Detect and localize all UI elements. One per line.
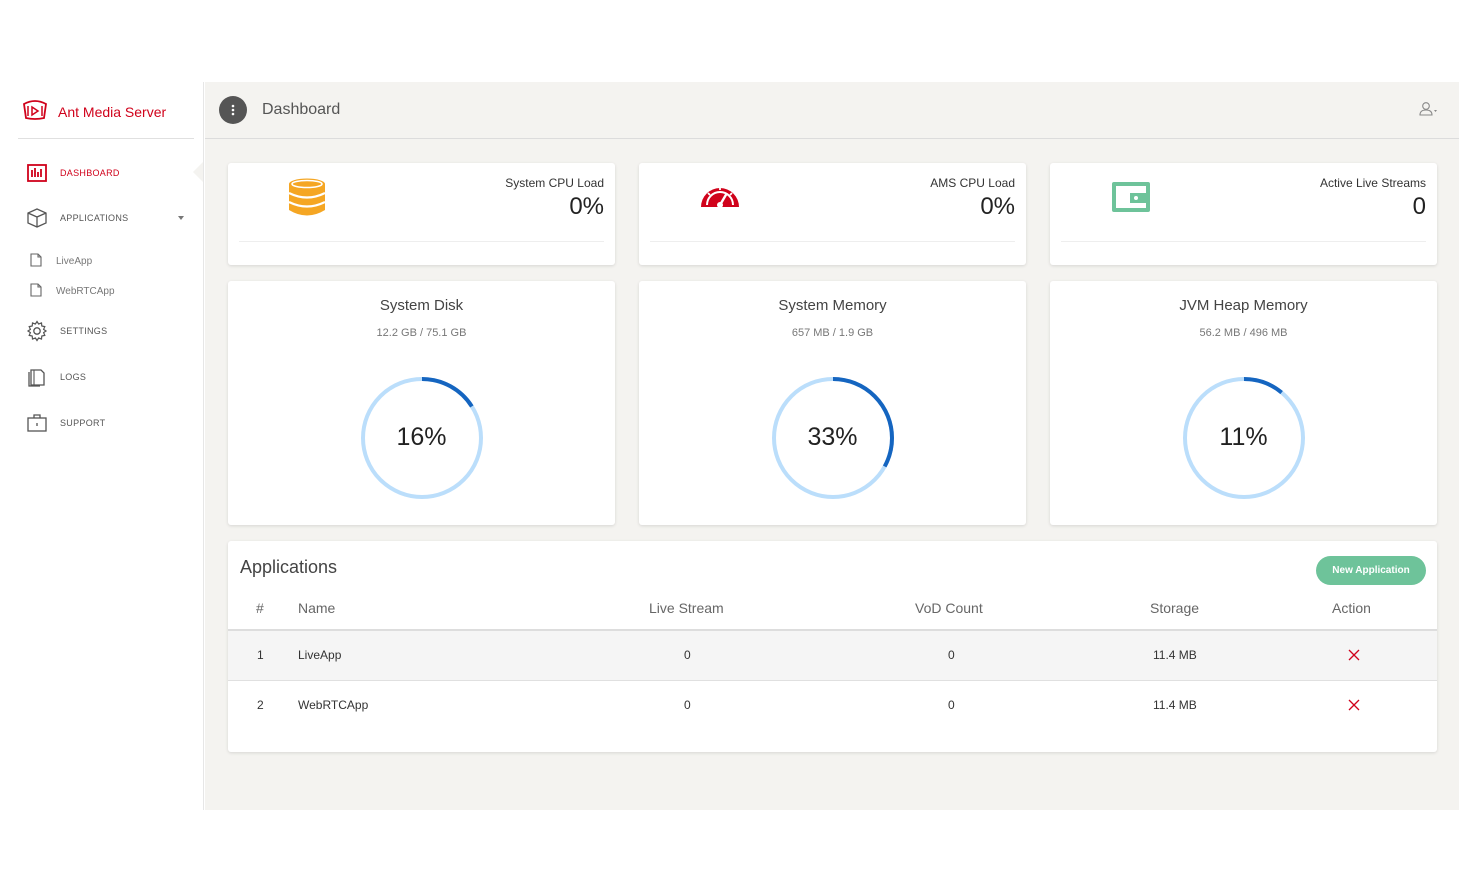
- logs-icon: [26, 366, 48, 388]
- column-header-live-stream: Live Stream: [649, 600, 724, 616]
- stat-label: System CPU Load: [505, 176, 604, 190]
- divider: [650, 241, 1015, 242]
- cell-index: 1: [257, 648, 264, 662]
- stat-value: 0: [1412, 193, 1426, 220]
- stat-label: AMS CPU Load: [930, 176, 1015, 190]
- gauge-card-system-memory: System Memory 657 MB / 1.9 GB 33%: [639, 281, 1026, 525]
- close-icon[interactable]: [1345, 646, 1363, 664]
- applications-title: Applications: [240, 557, 338, 577]
- gauge-title: JVM Heap Memory: [1179, 297, 1308, 314]
- table-row[interactable]: 1 LiveApp 0 0 11.4 MB: [228, 631, 1437, 681]
- stat-card-ams-cpu: AMS CPU Load 0%: [639, 163, 1026, 265]
- gauge-percent: 16%: [396, 423, 447, 451]
- sidebar-item-dashboard[interactable]: DASHBOARD: [26, 162, 120, 184]
- chevron-down-icon[interactable]: [178, 216, 184, 220]
- gauge-title: System Memory: [778, 297, 887, 314]
- column-header-index: #: [256, 600, 264, 616]
- stat-label: Active Live Streams: [1319, 176, 1426, 190]
- applications-card: Applications New Application # Name Live…: [228, 541, 1437, 752]
- stat-card-system-cpu: System CPU Load 0%: [228, 163, 615, 265]
- gauge-subtitle: 657 MB / 1.9 GB: [791, 327, 874, 339]
- gauge-progress: [772, 377, 894, 499]
- gauge-progress: [361, 377, 483, 499]
- page-title: Dashboard: [262, 101, 341, 118]
- table-row[interactable]: 2 WebRTCApp 0 0 11.4 MB: [228, 681, 1437, 730]
- table-header-divider: [228, 629, 1437, 631]
- gauge-title: System Disk: [379, 297, 464, 314]
- gauge-subtitle: 56.2 MB / 496 MB: [1199, 327, 1288, 339]
- support-icon: [26, 412, 48, 434]
- sidebar-item-label: APPLICATIONS: [60, 213, 129, 223]
- sidebar-subitem-webrtcapp[interactable]: WebRTCApp: [30, 283, 115, 300]
- gauge-percent: 11%: [1219, 423, 1268, 451]
- file-icon: [30, 283, 42, 300]
- divider: [239, 241, 604, 242]
- close-icon[interactable]: [1345, 696, 1363, 714]
- main-content: Dashboard System CPU Load 0%: [205, 82, 1459, 810]
- cell-vod-count: 0: [948, 648, 955, 662]
- gauge-progress: [1183, 377, 1305, 499]
- brand-divider: [18, 138, 194, 139]
- column-header-action: Action: [1332, 600, 1371, 616]
- sidebar-item-label: SETTINGS: [60, 326, 108, 336]
- wallet-icon: [1110, 179, 1152, 220]
- database-icon: [286, 177, 328, 222]
- cell-name: LiveApp: [298, 648, 342, 662]
- sidebar-item-label: DASHBOARD: [60, 168, 120, 178]
- cell-storage: 11.4 MB: [1153, 698, 1197, 712]
- cell-index: 2: [257, 698, 264, 712]
- cell-live-stream: 0: [684, 648, 691, 662]
- active-indicator: [193, 162, 203, 182]
- stat-value: 0%: [980, 193, 1015, 220]
- brand[interactable]: Ant Media Server: [22, 98, 166, 125]
- cell-vod-count: 0: [948, 698, 955, 712]
- dashboard-icon: [26, 162, 48, 184]
- gauge-card-system-disk: System Disk 12.2 GB / 75.1 GB 16%: [228, 281, 615, 525]
- user-icon: [1419, 101, 1439, 122]
- gauge-card-jvm-heap: JVM Heap Memory 56.2 MB / 496 MB 11%: [1050, 281, 1437, 525]
- user-menu[interactable]: [1419, 101, 1439, 122]
- stat-value: 0%: [569, 193, 604, 220]
- box-icon: [26, 207, 48, 229]
- speedometer-icon: [699, 181, 741, 216]
- gauge-percent: 33%: [807, 423, 858, 451]
- sidebar-item-label: LOGS: [60, 372, 87, 382]
- cell-name: WebRTCApp: [298, 698, 369, 712]
- column-header-name: Name: [298, 600, 336, 616]
- top-bar: Dashboard: [205, 82, 1459, 139]
- sidebar-subitem-liveapp[interactable]: LiveApp: [30, 253, 92, 270]
- cell-storage: 11.4 MB: [1153, 648, 1197, 662]
- cell-live-stream: 0: [684, 698, 691, 712]
- sidebar-subitem-label: LiveApp: [56, 256, 93, 267]
- sidebar-item-settings[interactable]: SETTINGS: [26, 320, 107, 342]
- sidebar: Ant Media Server DASHBOARD APPLICATIONS …: [0, 82, 204, 810]
- gear-icon: [26, 320, 48, 342]
- gauge-ring: [361, 377, 483, 499]
- divider: [1061, 241, 1426, 242]
- sidebar-item-label: SUPPORT: [60, 418, 106, 428]
- file-icon: [30, 253, 42, 270]
- sidebar-item-support[interactable]: SUPPORT: [26, 412, 105, 434]
- sidebar-item-applications[interactable]: APPLICATIONS: [26, 207, 128, 229]
- sidebar-item-logs[interactable]: LOGS: [26, 366, 86, 388]
- column-header-vod-count: VoD Count: [915, 600, 983, 616]
- new-application-button[interactable]: New Application: [1316, 556, 1426, 585]
- column-header-storage: Storage: [1150, 600, 1200, 616]
- gauge-ring: [772, 377, 894, 499]
- more-vert-icon[interactable]: [219, 96, 247, 124]
- sidebar-subitem-label: WebRTCApp: [56, 286, 115, 297]
- ant-media-logo-icon: [22, 98, 48, 125]
- gauge-ring: [1183, 377, 1305, 499]
- stat-card-active-streams: Active Live Streams 0: [1050, 163, 1437, 265]
- gauge-subtitle: 12.2 GB / 75.1 GB: [376, 327, 467, 339]
- brand-name: Ant Media Server: [58, 103, 167, 120]
